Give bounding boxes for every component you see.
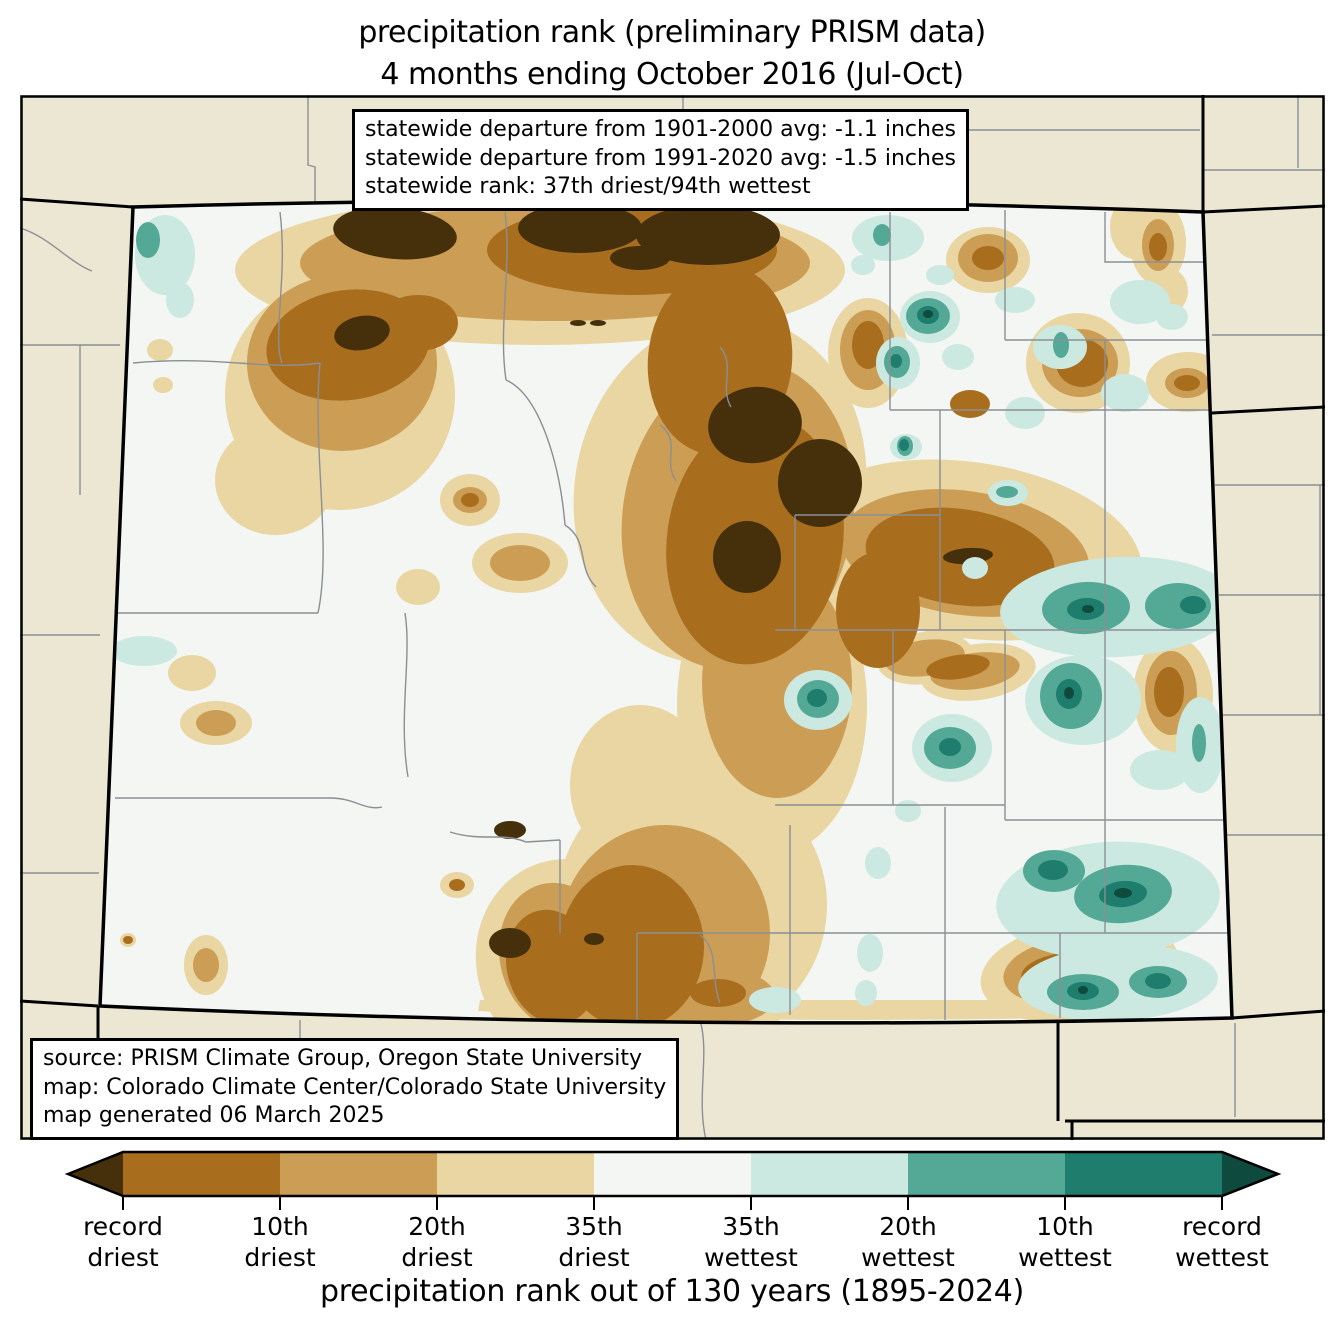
- statewide-stats-box: statewide departure from 1901-2000 avg: …: [352, 109, 969, 211]
- colorbar-ticks: [122, 1196, 1223, 1210]
- record-driest-arrow: [68, 1152, 123, 1196]
- colorado-county-lines: [112, 210, 1230, 1023]
- stats-line-2: statewide departure from 1991-2020 avg: …: [365, 145, 956, 171]
- colorbar-segment-wettest-20: [908, 1152, 1065, 1196]
- colorbar-segment-wettest-10: [1065, 1152, 1222, 1196]
- colorbar-canvas: [64, 1150, 1282, 1210]
- colorbar-segment-driest-35: [437, 1152, 594, 1196]
- legend-label-35th-driest: 35th driest: [558, 1212, 630, 1272]
- figure-title-line2: 4 months ending October 2016 (Jul-Oct): [380, 57, 964, 92]
- stats-line-3: statewide rank: 37th driest/94th wettest: [365, 174, 811, 200]
- precipitation-rank-colorbar: [60, 1148, 1285, 1218]
- source-attribution-box: source: PRISM Climate Group, Oregon Stat…: [30, 1038, 680, 1140]
- legend-label-record-driest: record driest: [83, 1212, 163, 1272]
- legend-label-10th-driest: 10th driest: [244, 1212, 316, 1272]
- record-wettest-arrow: [1222, 1152, 1278, 1196]
- colorbar-segment-driest-20: [280, 1152, 437, 1196]
- legend-label-20th-driest: 20th driest: [401, 1212, 473, 1272]
- map-canvas: [20, 95, 1325, 1140]
- source-line-2: map: Colorado Climate Center/Colorado St…: [43, 1074, 667, 1100]
- legend-label-record-wettest: record wettest: [1175, 1212, 1269, 1272]
- legend-label-35th-wettest: 35th wettest: [704, 1212, 798, 1272]
- legend-label-10th-wettest: 10th wettest: [1018, 1212, 1112, 1272]
- colorbar-caption: precipitation rank out of 130 years (189…: [319, 1274, 1024, 1309]
- source-line-3: map generated 06 March 2025: [43, 1103, 385, 1129]
- colorado-precipitation-map: [20, 95, 1325, 1140]
- stats-line-1: statewide departure from 1901-2000 avg: …: [365, 117, 956, 142]
- record-wettest-layer: [923, 310, 1132, 994]
- record-driest-layer: [333, 203, 993, 958]
- source-line-1: source: PRISM Climate Group, Oregon Stat…: [43, 1046, 643, 1071]
- colorbar-segment-driest-10: [123, 1152, 280, 1196]
- colorbar-segment-wettest-35: [751, 1152, 908, 1196]
- legend-label-20th-wettest: 20th wettest: [861, 1212, 955, 1272]
- colorbar-segment-near-normal: [594, 1152, 751, 1196]
- figure-title-line1: precipitation rank (preliminary PRISM da…: [358, 15, 986, 50]
